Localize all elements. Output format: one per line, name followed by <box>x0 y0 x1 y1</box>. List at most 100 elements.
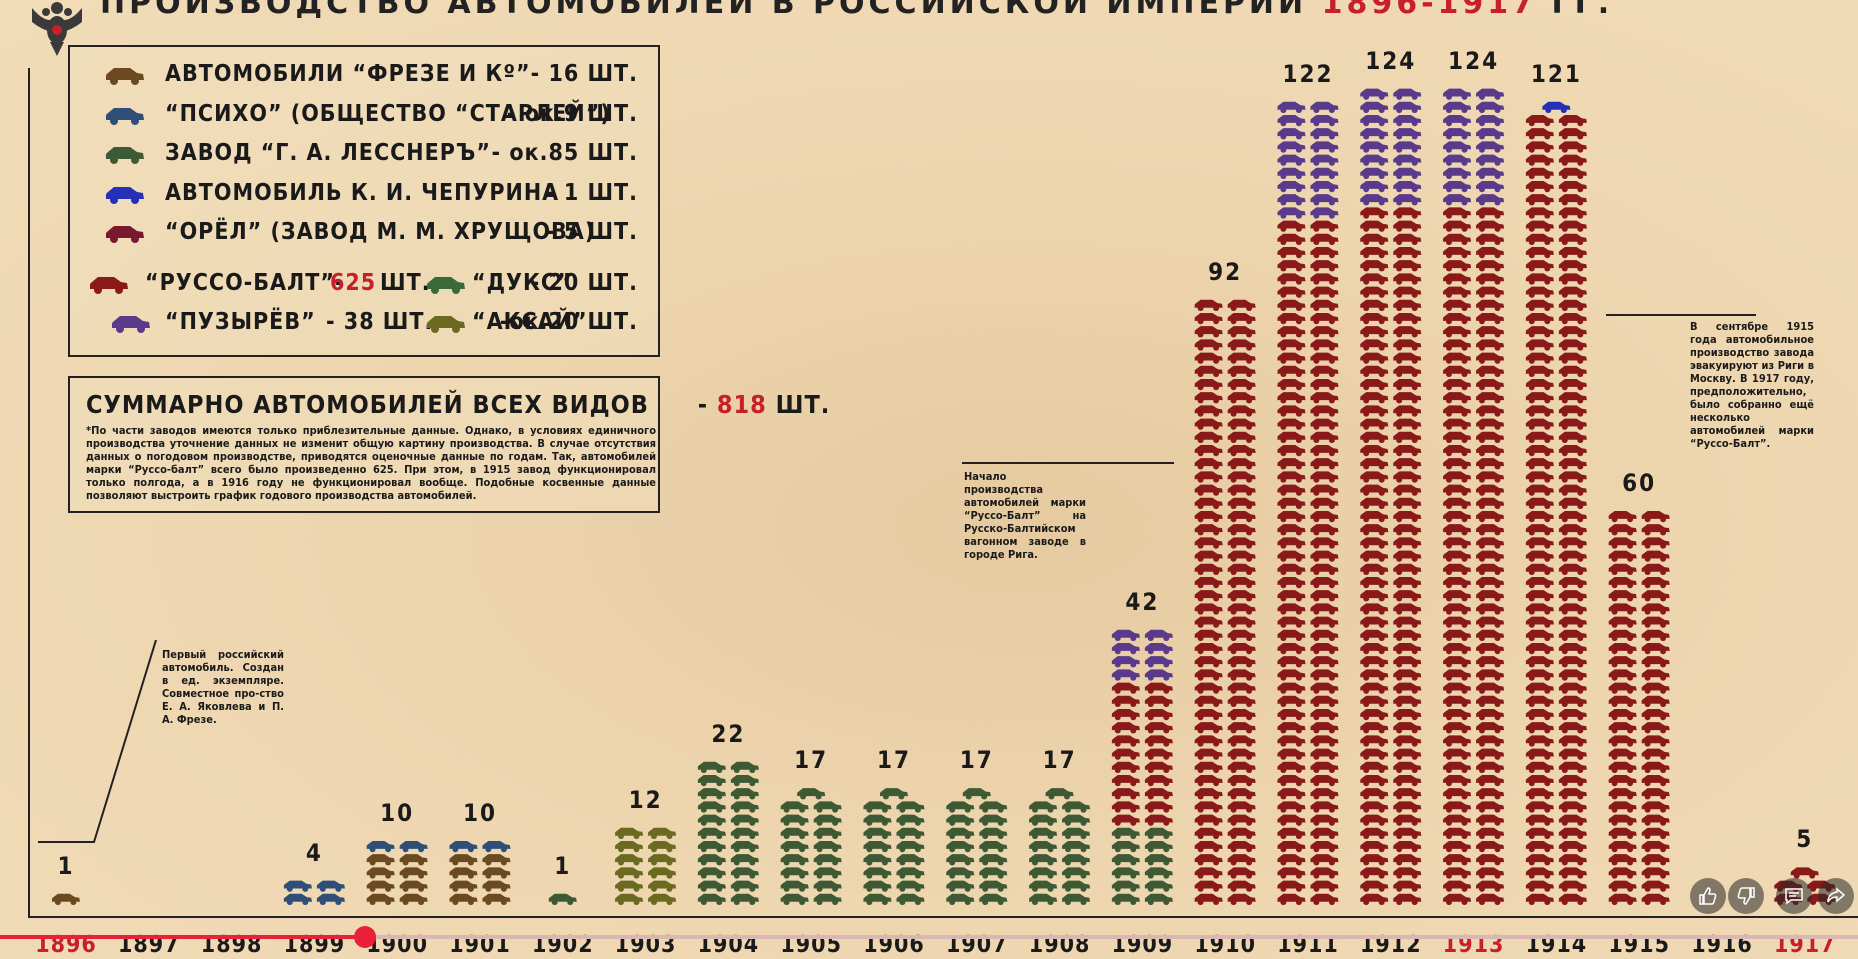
car-icon-mark <box>366 893 395 905</box>
car-icon-mark <box>1476 101 1505 113</box>
car-icon-mark <box>1227 840 1256 853</box>
car-icon-mark <box>1558 774 1587 787</box>
car-icon-mark <box>1393 180 1422 193</box>
car-icon-mark <box>1393 352 1422 364</box>
data-label: 5 <box>1796 825 1814 854</box>
car-icon-mark <box>1443 418 1472 430</box>
car-icon-mark <box>1310 141 1339 153</box>
car-icon-mark <box>1558 194 1587 206</box>
car-icon-mark <box>1393 801 1422 813</box>
car-icon-mark <box>1310 180 1339 193</box>
comments-button[interactable] <box>1776 878 1812 914</box>
car-icon-mark <box>1310 695 1339 707</box>
car-icon-mark <box>1227 788 1256 800</box>
car-icon-mark <box>1641 840 1670 853</box>
car-icon-mark <box>813 827 842 839</box>
car-icon-mark <box>482 880 511 892</box>
car-icon-mark <box>1360 669 1389 681</box>
car-icon-mark <box>1144 774 1173 787</box>
car-icon-mark <box>1790 867 1819 879</box>
car-icon-mark <box>1558 405 1587 417</box>
car-icon-mark <box>896 814 925 826</box>
car-icon-mark <box>1476 774 1505 787</box>
car-icon-mark <box>780 893 809 905</box>
car-icon-mark <box>1144 880 1173 892</box>
car-icon-mark <box>1476 431 1505 443</box>
car-icon-mark <box>730 854 759 866</box>
car-icon-mark <box>1194 458 1223 470</box>
car-icon-mark <box>1558 722 1587 734</box>
car-icon-mark <box>1476 405 1505 417</box>
car-icon-mark <box>1227 392 1256 404</box>
car-icon-mark <box>1277 616 1306 628</box>
car-icon-mark <box>697 814 726 826</box>
car-icon-mark <box>1310 590 1339 602</box>
car-icon-mark <box>1525 154 1554 166</box>
car-icon-mark <box>1558 444 1587 457</box>
car-icon-mark <box>1393 708 1422 721</box>
car-icon-mark <box>1558 392 1587 404</box>
car-icon-mark <box>1227 761 1256 773</box>
car-icon-mark <box>1641 801 1670 813</box>
car-icon-mark <box>1144 761 1173 773</box>
car-icon-mark <box>1194 418 1223 430</box>
car-icon-mark <box>1443 246 1472 259</box>
car-icon-mark <box>697 867 726 879</box>
car-icon-mark <box>1476 220 1505 232</box>
car-icon-mark <box>1310 801 1339 813</box>
car-icon-mark <box>1360 260 1389 272</box>
car-icon-mark <box>1277 510 1306 523</box>
car-icon-mark <box>1558 748 1587 760</box>
car-icon-mark <box>1641 854 1670 866</box>
car-icon-mark <box>1476 893 1505 905</box>
car-icon-mark <box>1310 761 1339 773</box>
car-icon-mark <box>1476 840 1505 853</box>
car-icon-mark <box>1558 471 1587 483</box>
car-icon-mark <box>1393 748 1422 760</box>
car-icon-mark <box>1525 194 1554 206</box>
car-icon-mark <box>1558 563 1587 575</box>
car-icon-mark <box>449 880 478 892</box>
car-icon-mark <box>1194 735 1223 747</box>
data-label: 12 <box>628 785 663 814</box>
legend-label: “ПСИХО” (ОБЩЕСТВО “СТАРЛЕЙ”) <box>165 100 611 127</box>
car-icon-mark <box>780 880 809 892</box>
video-progress-handle[interactable] <box>354 926 376 948</box>
car-icon-mark <box>1525 642 1554 655</box>
car-icon-mark <box>1608 563 1637 575</box>
car-icon-mark <box>1277 722 1306 734</box>
car-icon-mark <box>1310 167 1339 179</box>
car-icon-mark <box>1443 88 1472 100</box>
car-icon-mark <box>1393 840 1422 853</box>
annotation-line-evacuation <box>1606 314 1756 316</box>
car-icon-mark <box>1360 801 1389 813</box>
car-icon-mark <box>399 840 428 853</box>
car-icon-mark <box>1227 444 1256 457</box>
car-icon-mark <box>1476 141 1505 153</box>
share-button[interactable] <box>1818 878 1854 914</box>
car-icon-mark <box>863 814 892 826</box>
car-icon-mark <box>1360 167 1389 179</box>
car-icon-mark <box>1277 788 1306 800</box>
car-icon-mark <box>1277 326 1306 338</box>
car-icon-mark <box>1393 220 1422 232</box>
car-icon-mark <box>1476 260 1505 272</box>
car-icon-mark <box>1525 550 1554 562</box>
car-icon-mark <box>1062 867 1091 879</box>
car-icon-mark <box>1310 260 1339 272</box>
car-icon-mark <box>1608 840 1637 853</box>
video-progress-track[interactable] <box>0 935 1858 939</box>
car-icon-mark <box>1558 260 1587 272</box>
car-icon-mark <box>1227 365 1256 377</box>
car-icon-mark <box>1641 774 1670 787</box>
car-icon-mark <box>1360 603 1389 615</box>
car-icon-mark <box>1277 590 1306 602</box>
dislike-button[interactable] <box>1728 878 1764 914</box>
car-icon-mark <box>1277 167 1306 179</box>
legend-label: АВТОМОБИЛИ “ФРЕЗЕ И Кº” <box>165 61 531 87</box>
car-icon-mark <box>1360 299 1389 311</box>
car-icon-mark <box>1360 616 1389 628</box>
like-button[interactable] <box>1690 878 1726 914</box>
car-icon-mark <box>1525 352 1554 364</box>
car-icon-mark <box>1476 616 1505 628</box>
